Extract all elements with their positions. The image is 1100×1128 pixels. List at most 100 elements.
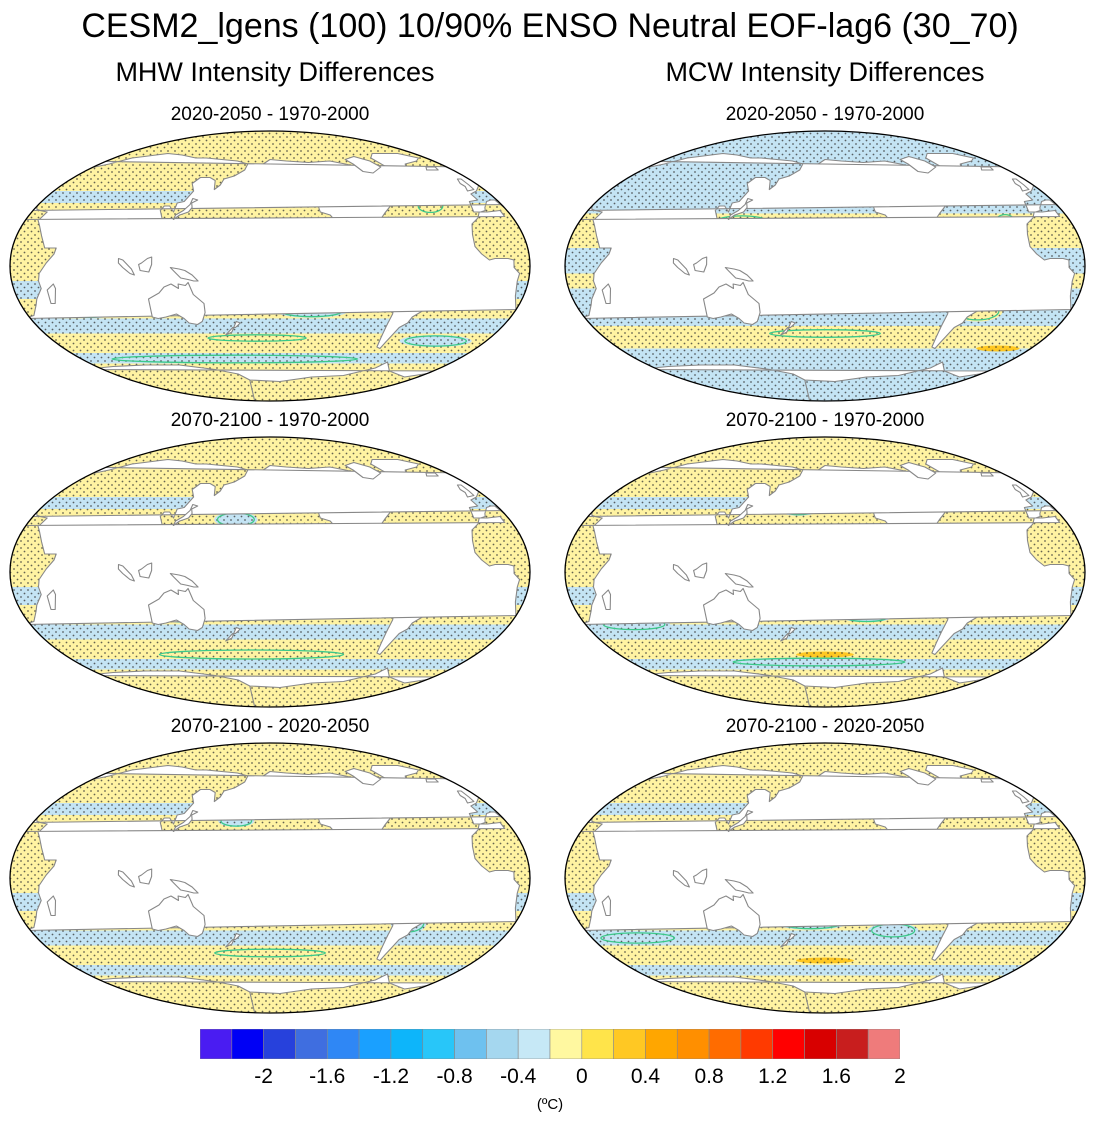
land-uk [456,790,475,804]
land-iceland [980,472,994,477]
panel-title: 2070-2100 - 2020-2050 [170,716,370,737]
land-newzealand [225,320,241,336]
colorbar-tick-label: -1.2 [372,1065,409,1088]
land-antarctica [637,667,1000,707]
land-borneo [693,868,708,885]
land-africa [575,209,1076,320]
colorbar-swatch [740,1029,774,1059]
colorbar-swatch [326,1029,360,1059]
land-newguinea [724,266,754,282]
land-uk [1011,790,1030,804]
land-newzealand [225,932,241,948]
land-uk [456,484,475,498]
map-border [9,130,531,402]
colorbar-tick-label: 2 [894,1065,906,1088]
colorbar-tick-label: 0.4 [630,1065,661,1088]
contour-line [600,932,676,944]
land-africa [20,821,521,932]
land-baffin [344,461,382,480]
colorbar [200,1029,900,1059]
world-map [9,130,531,402]
contour-line [207,334,307,342]
column-title-mcw: MCW Intensity Differences [665,57,985,87]
land-australia [147,587,206,632]
land-iceland [425,166,439,171]
land-japan [727,809,754,833]
land-antarctica [82,361,445,401]
colorbar-swatch [390,1029,424,1059]
world-map [564,436,1086,708]
colorbar-swatch [836,1029,869,1059]
land-uk [456,178,475,192]
land-baffin [899,767,937,786]
panel-title: 2020-2050 - 1970-2000 [170,104,370,125]
land-australia [147,893,206,938]
land-japan [172,197,199,221]
panel-title: 2020-2050 - 1970-2000 [725,104,925,125]
land-australia [702,587,761,632]
land-newguinea [169,878,199,894]
panel-title: 2070-2100 - 1970-2000 [170,410,370,431]
land-iceland [980,778,994,783]
colorbar-tick-label: 1.2 [758,1065,788,1088]
land-uk [1011,484,1030,498]
colorbar-tick-label: -1.6 [309,1065,346,1088]
map-border [9,742,531,1014]
contour-line [214,948,326,958]
colorbar-tick-label: -0.4 [500,1065,537,1088]
colorbar-swatch [708,1029,742,1059]
colorbar-tick-label: 0.8 [694,1065,724,1088]
land-iceland [425,778,439,783]
colorbar-tick-label: -2 [254,1065,273,1088]
land-antarctica [637,973,1000,1013]
map-border [564,742,1086,1014]
world-map [9,742,531,1014]
figure-title: CESM2_lgens (100) 10/90% ENSO Neutral EO… [81,7,1019,45]
land-madagascar [601,589,612,611]
land-africa [20,515,521,626]
land-borneo [138,868,153,885]
land-sumatra [672,257,690,276]
colorbar-swatch [263,1029,296,1059]
land-newguinea [724,572,754,588]
column-title-mhw: MHW Intensity Differences [115,57,435,87]
panel-title: 2070-2100 - 2020-2050 [725,716,925,737]
colorbar-swatch [613,1029,646,1059]
contour-line [158,649,345,660]
world-map [564,130,1086,402]
colorbar-tick-label: -0.8 [436,1065,473,1088]
contour-line [769,329,881,338]
land-sumatra [672,563,690,582]
map-border [564,130,1086,402]
land-sumatra [117,869,135,888]
land-baffin [344,767,382,786]
map-panel-mhw-2070-2100-vs-1970-2000: 2070-2100 - 1970-2000 [5,410,535,710]
colorbar-tick-label: 1.6 [821,1065,851,1088]
contour-line [732,657,906,667]
colorbar-swatch [549,1029,583,1059]
land-borneo [693,256,708,273]
land-japan [172,809,199,833]
colorbar-swatch [645,1029,678,1059]
land-newzealand [780,932,796,948]
colorbar-swatch [200,1029,233,1059]
land-newzealand [225,626,241,642]
contour-line [111,354,359,364]
land-australia [702,281,761,326]
colorbar-swatch [517,1029,551,1059]
land-newguinea [724,878,754,894]
land-newzealand [780,626,796,642]
land-antarctica [637,361,1000,401]
land-iceland [980,166,994,171]
panel-title: 2070-2100 - 1970-2000 [725,410,925,431]
map-panel-mcw-2070-2100-vs-2020-2050: 2070-2100 - 2020-2050 [560,716,1090,1016]
land-uk [1011,178,1030,192]
colorbar-swatch [581,1029,614,1059]
land-borneo [693,562,708,579]
colorbar-swatch [867,1029,900,1059]
land-antarctica [82,973,445,1013]
colorbar-swatch [804,1029,837,1059]
land-madagascar [601,283,612,305]
land-japan [727,503,754,527]
land-borneo [138,562,153,579]
